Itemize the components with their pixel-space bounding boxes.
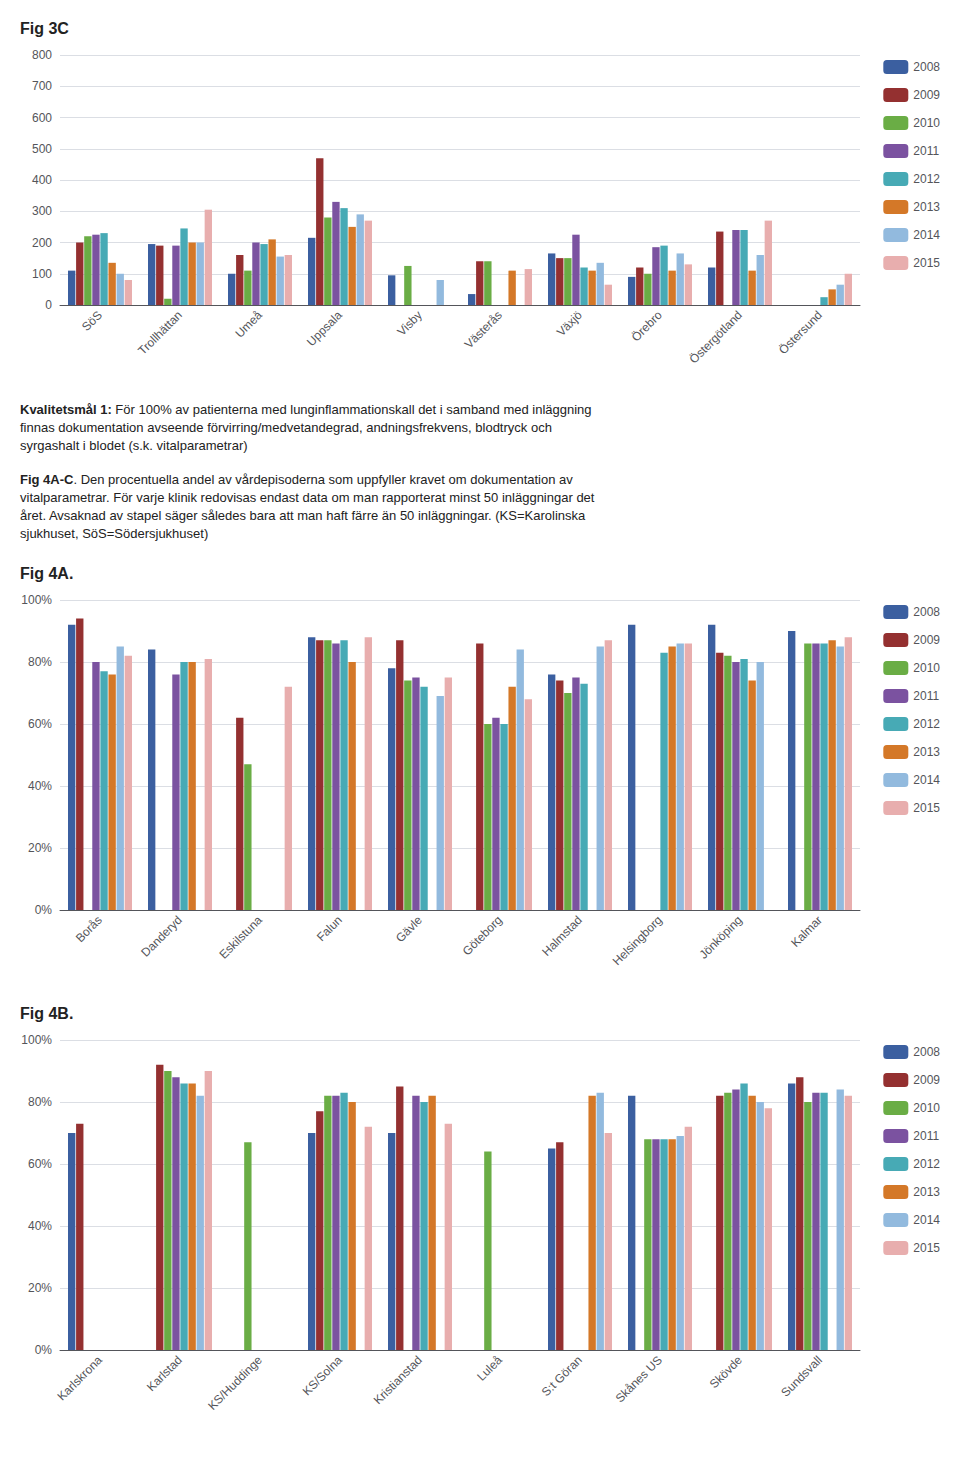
svg-text:0%: 0% [35,1343,53,1357]
svg-text:0%: 0% [35,903,53,917]
svg-text:2012: 2012 [913,1157,940,1171]
svg-text:60%: 60% [28,1157,52,1171]
svg-text:2013: 2013 [913,745,940,759]
svg-text:200: 200 [32,236,52,250]
svg-text:Karlskrona: Karlskrona [55,1353,106,1404]
svg-text:2014: 2014 [913,228,940,242]
svg-text:700: 700 [32,79,52,93]
svg-text:2015: 2015 [913,1241,940,1255]
svg-text:2014: 2014 [913,1213,940,1227]
svg-text:100%: 100% [21,1033,52,1047]
svg-text:2009: 2009 [913,633,940,647]
svg-text:Växjö: Växjö [554,308,585,339]
svg-text:Umeå: Umeå [232,308,265,341]
svg-text:Skånes US: Skånes US [613,1353,665,1405]
svg-text:2008: 2008 [913,1045,940,1059]
svg-text:Helsingborg: Helsingborg [610,913,665,968]
svg-text:Kristianstad: Kristianstad [371,1353,425,1407]
svg-text:2011: 2011 [913,689,939,703]
svg-text:Gävle: Gävle [393,913,425,945]
svg-text:Eskilstuna: Eskilstuna [216,913,265,962]
svg-text:80%: 80% [28,1095,52,1109]
svg-text:Örebro: Örebro [629,308,666,345]
svg-text:Luleå: Luleå [474,1353,505,1384]
svg-text:2008: 2008 [913,60,940,74]
svg-text:KS/Solna: KS/Solna [300,1353,345,1398]
svg-text:Visby: Visby [394,308,424,338]
svg-text:2015: 2015 [913,256,940,270]
svg-text:S:t Göran: S:t Göran [539,1353,585,1399]
svg-text:syrgashalt i blodet (s.k. vita: syrgashalt i blodet (s.k. vitalparametra… [20,438,248,453]
svg-text:året. Avsaknad av stapel säger: året. Avsaknad av stapel säger således b… [20,508,586,523]
svg-text:Fig 4B.: Fig 4B. [20,1005,73,1022]
svg-text:Trollhättan: Trollhättan [135,308,185,358]
svg-text:Östersund: Östersund [776,308,825,357]
svg-text:400: 400 [32,173,52,187]
svg-text:. Den procentuella andel av vå: . Den procentuella andel av vårdepisoder… [73,472,573,487]
svg-text:20%: 20% [28,841,52,855]
svg-text:2009: 2009 [913,88,940,102]
svg-text:2010: 2010 [913,1101,940,1115]
svg-text:80%: 80% [28,655,52,669]
svg-text:800: 800 [32,48,52,62]
svg-text:60%: 60% [28,717,52,731]
svg-text:Fig 3C: Fig 3C [20,20,69,37]
svg-text:Jönköping: Jönköping [696,913,745,962]
svg-text:Skövde: Skövde [707,1353,745,1391]
svg-text:2010: 2010 [913,661,940,675]
svg-text:2012: 2012 [913,172,940,186]
svg-text:Västerås: Västerås [462,308,505,351]
svg-text:Karlstad: Karlstad [144,1353,185,1394]
svg-text:Kalmar: Kalmar [788,913,825,950]
svg-text:100%: 100% [21,593,52,607]
svg-text:2009: 2009 [913,1073,940,1087]
svg-text:SöS: SöS [79,308,105,334]
svg-text:Danderyd: Danderyd [138,913,185,960]
svg-text:2011: 2011 [913,1129,939,1143]
svg-text:2013: 2013 [913,1185,940,1199]
svg-text:500: 500 [32,142,52,156]
svg-text:sjukhuset, SöS=Södersjukhuset): sjukhuset, SöS=Södersjukhuset) [20,526,208,541]
svg-text:20%: 20% [28,1281,52,1295]
svg-text:vitalparametrar. För varje kli: vitalparametrar. För varje klinik redovi… [20,490,595,505]
svg-text:0: 0 [45,298,52,312]
svg-text:Göteborg: Göteborg [460,913,505,958]
svg-text:Falun: Falun [314,913,345,944]
svg-text:2015: 2015 [913,801,940,815]
svg-text:Uppsala: Uppsala [304,308,345,349]
svg-text:Borås: Borås [73,913,105,945]
svg-text:2013: 2013 [913,200,940,214]
svg-text:2008: 2008 [913,605,940,619]
svg-text:Kvalitetsmål 1:: Kvalitetsmål 1: [20,402,112,417]
svg-text:2014: 2014 [913,773,940,787]
svg-text:Fig 4A.: Fig 4A. [20,565,73,582]
svg-text:Östergötland: Östergötland [687,308,745,366]
svg-text:KS/Huddinge: KS/Huddinge [205,1353,265,1413]
svg-text:40%: 40% [28,779,52,793]
svg-text:finnas dokumentation avseende: finnas dokumentation avseende förvirring… [20,420,552,435]
svg-text:Fig 4A-C: Fig 4A-C [20,472,74,487]
svg-text:Halmstad: Halmstad [539,913,585,959]
svg-text:100: 100 [32,267,52,281]
svg-text:2011: 2011 [913,144,939,158]
svg-text:Sundsvall: Sundsvall [778,1353,825,1400]
svg-text:För 100% av patienterna med lu: För 100% av patienterna med lunginflamma… [112,402,592,417]
svg-text:2012: 2012 [913,717,940,731]
svg-text:2010: 2010 [913,116,940,130]
svg-text:600: 600 [32,111,52,125]
svg-text:300: 300 [32,204,52,218]
svg-text:40%: 40% [28,1219,52,1233]
